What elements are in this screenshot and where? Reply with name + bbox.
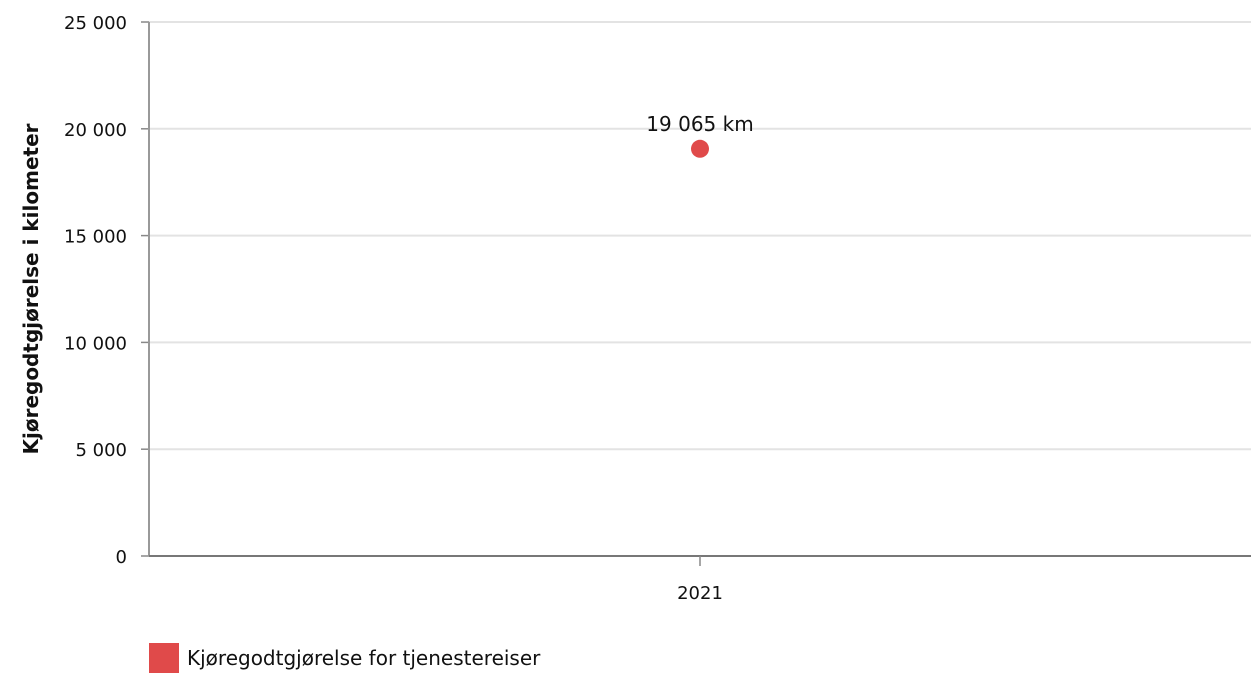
- legend-label: Kjøregodtgjørelse for tjenestereiser: [187, 646, 541, 670]
- y-tick-labels: 0 5 000 10 000 15 000 20 000 25 000: [64, 13, 127, 568]
- x-tick-labels: 2021: [677, 583, 723, 604]
- chart-svg: 0 5 000 10 000 15 000 20 000 25 000 2021 19 0…: [19, 13, 1251, 604]
- legend-swatch: [149, 643, 179, 673]
- legend: Kjøregodtgjørelse for tjenestereiser: [149, 643, 540, 673]
- data-label: 19 065 km: [646, 112, 753, 136]
- axes: [141, 21, 1251, 566]
- data-points: 19 065 km: [646, 112, 754, 158]
- grid-lines: [149, 21, 1251, 451]
- x-tick-label: 2021: [677, 583, 723, 604]
- y-tick-label: 25 000: [64, 13, 127, 34]
- data-point: [691, 139, 709, 158]
- y-tick-label: 10 000: [64, 333, 127, 354]
- y-tick-label: 20 000: [64, 120, 127, 141]
- y-axis-title: Kjøregodtgjørelse i kilometer: [19, 123, 43, 454]
- y-tick-label: 0: [116, 547, 127, 568]
- y-tick-label: 5 000: [75, 440, 127, 461]
- y-tick-label: 15 000: [64, 227, 127, 248]
